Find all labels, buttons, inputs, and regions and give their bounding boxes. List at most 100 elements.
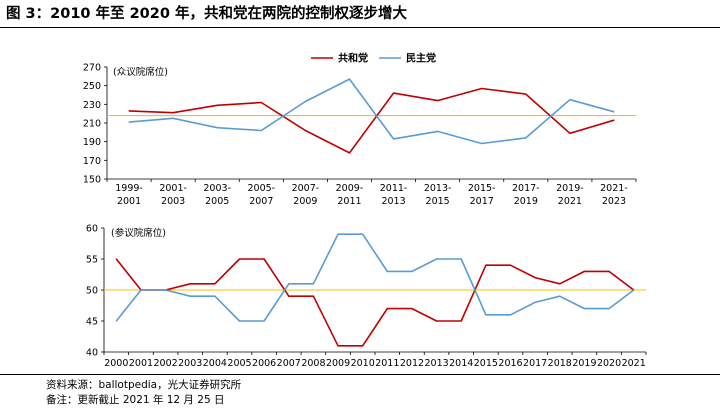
data-point-1-1-8 — [312, 283, 315, 285]
x-tick-label-0-10-0: 2019- — [556, 183, 584, 194]
y-tick-label-0-0: 150 — [83, 175, 101, 186]
x-tick-label-1-5-0: 2005 — [227, 358, 251, 369]
data-point-0-1-3 — [260, 129, 262, 132]
x-tick-label-1-0-0: 2000 — [104, 358, 128, 369]
data-point-1-1-2 — [164, 289, 167, 291]
data-point-1-0-11 — [386, 308, 388, 310]
x-tick-label-1-1-0: 2001 — [129, 358, 153, 369]
data-point-1-0-3 — [189, 283, 191, 285]
data-point-0-1-0 — [128, 121, 130, 123]
data-point-0-0-2 — [216, 104, 218, 106]
legend-label-0: 共和党 — [338, 52, 368, 65]
data-point-0-1-7 — [437, 130, 439, 132]
data-point-0-0-1 — [172, 112, 174, 114]
y-tick-label-1-1: 45 — [86, 317, 98, 328]
data-point-1-1-7 — [288, 283, 290, 285]
data-point-1-0-0 — [115, 258, 117, 260]
x-tick-label-0-3-1: 2007 — [249, 196, 273, 207]
data-point-1-0-12 — [411, 308, 413, 310]
x-tick-label-0-5-0: 2009- — [336, 183, 364, 194]
x-tick-label-1-20-0: 2020 — [597, 358, 621, 369]
data-point-1-1-0 — [115, 320, 117, 322]
source-note: 资料来源：ballotpedia，光大证券研究所 — [46, 379, 242, 391]
data-point-1-0-16 — [509, 264, 512, 266]
series-line-0-0 — [128, 87, 615, 154]
y-tick-label-1-3: 55 — [86, 255, 98, 266]
data-point-1-1-13 — [435, 258, 438, 260]
y-tick-label-1-4: 60 — [86, 224, 98, 235]
data-point-1-1-17 — [534, 301, 536, 303]
data-point-0-0-0 — [128, 110, 130, 112]
x-tick-label-0-1-1: 2003 — [161, 196, 185, 207]
data-point-1-1-10 — [362, 233, 364, 235]
data-point-1-1-15 — [485, 314, 487, 316]
x-tick-label-1-2-0: 2002 — [153, 358, 177, 369]
x-tick-label-0-11-1: 2023 — [602, 196, 626, 207]
data-point-1-0-5 — [238, 258, 241, 260]
data-point-0-1-6 — [392, 138, 395, 140]
x-tick-label-1-14-0: 2014 — [449, 358, 473, 369]
title-rule — [0, 27, 720, 29]
x-tick-label-0-0-1: 2001 — [117, 196, 141, 207]
x-tick-label-0-9-0: 2017- — [512, 183, 540, 194]
data-point-0-1-11 — [613, 111, 615, 113]
data-point-1-1-5 — [238, 320, 241, 322]
data-point-1-0-4 — [214, 283, 216, 285]
x-tick-label-1-8-0: 2008 — [301, 358, 325, 369]
data-point-1-0-17 — [534, 277, 536, 279]
x-tick-label-1-18-0: 2018 — [548, 358, 572, 369]
y-tick-label-0-4: 230 — [83, 100, 101, 111]
footer-rule — [0, 374, 720, 376]
y-tick-label-0-6: 270 — [83, 63, 101, 74]
x-tick-label-0-6-0: 2011- — [380, 183, 408, 194]
update-note: 备注：更新截止 2021 年 12 月 25 日 — [46, 394, 225, 406]
data-point-0-0-8 — [481, 87, 483, 90]
x-tick-label-1-7-0: 2007 — [277, 358, 301, 369]
data-point-0-1-9 — [525, 137, 527, 139]
data-point-0-1-5 — [348, 78, 351, 80]
data-point-0-1-1 — [172, 117, 174, 119]
legend-label-1: 民主党 — [406, 52, 436, 65]
series-line-0-1 — [128, 78, 615, 145]
data-point-0-0-4 — [304, 129, 306, 132]
x-tick-label-0-11-0: 2021- — [600, 183, 628, 194]
x-tick-label-1-15-0: 2015 — [474, 358, 498, 369]
charts-canvas: 共和党 民主党 150 170 190 210 230 250 270 1999- 2001 2001… — [83, 52, 647, 369]
x-tick-label-1-6-0: 2006 — [252, 358, 276, 369]
data-point-0-1-2 — [216, 127, 218, 129]
x-tick-label-0-7-1: 2015 — [426, 196, 450, 207]
x-tick-label-0-4-1: 2009 — [293, 196, 317, 207]
x-tick-label-1-9-0: 2009 — [326, 358, 350, 369]
data-point-1-1-1 — [140, 289, 142, 291]
x-tick-label-0-8-0: 2015- — [468, 183, 496, 194]
x-tick-label-0-5-1: 2011 — [337, 196, 361, 207]
y-tick-label-0-5: 250 — [83, 81, 101, 92]
x-tick-label-1-19-0: 2019 — [572, 358, 596, 369]
series-line-1-0 — [115, 258, 635, 347]
data-point-0-0-9 — [525, 93, 527, 95]
data-point-0-0-7 — [437, 100, 439, 102]
data-point-0-0-5 — [348, 152, 351, 154]
y-tick-label-1-0: 40 — [86, 348, 98, 359]
y-tick-label-1-2: 50 — [86, 286, 98, 297]
data-point-1-0-15 — [485, 264, 487, 266]
x-tick-label-1-3-0: 2003 — [178, 358, 202, 369]
data-point-0-0-3 — [260, 101, 262, 104]
y-tick-label-0-1: 170 — [83, 156, 101, 167]
x-tick-label-0-2-0: 2003- — [203, 183, 231, 194]
x-tick-label-1-17-0: 2017 — [523, 358, 547, 369]
x-tick-label-0-6-1: 2013 — [381, 196, 405, 207]
x-tick-label-0-9-1: 2019 — [514, 196, 538, 207]
x-tick-label-0-8-1: 2017 — [470, 196, 494, 207]
y-axis-unit-1: (参议院席位) — [111, 227, 166, 239]
y-tick-label-0-3: 210 — [83, 119, 101, 130]
data-point-1-1-21 — [633, 289, 635, 291]
x-tick-label-1-16-0: 2016 — [498, 358, 522, 369]
data-point-1-1-4 — [214, 295, 216, 297]
x-tick-label-0-0-0: 1999- — [115, 183, 143, 194]
data-point-1-0-14 — [460, 320, 462, 322]
x-tick-label-1-4-0: 2004 — [203, 358, 227, 369]
data-point-0-1-4 — [304, 100, 306, 103]
data-point-1-0-10 — [362, 345, 364, 347]
x-tick-label-0-2-1: 2005 — [205, 196, 229, 207]
